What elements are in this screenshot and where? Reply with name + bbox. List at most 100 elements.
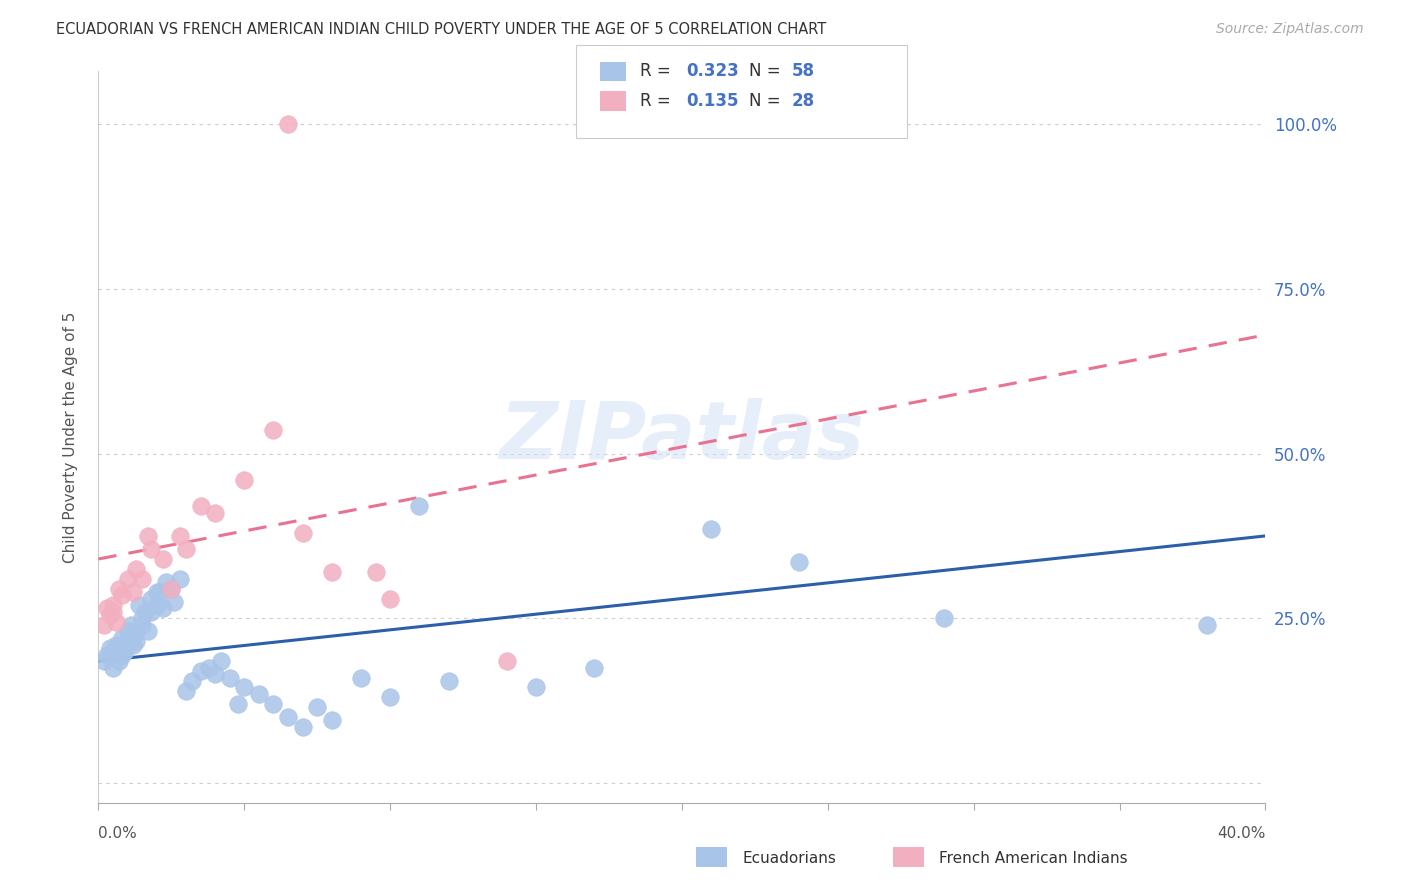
Point bbox=[1195, 618, 1218, 632]
Point bbox=[190, 664, 212, 678]
Point bbox=[131, 611, 153, 625]
Text: N =: N = bbox=[749, 62, 786, 80]
Text: 40.0%: 40.0% bbox=[1218, 826, 1265, 841]
Point bbox=[111, 631, 134, 645]
Point bbox=[125, 634, 148, 648]
Point bbox=[524, 681, 547, 695]
Point bbox=[101, 598, 124, 612]
Point bbox=[152, 552, 174, 566]
Point bbox=[122, 638, 145, 652]
Point bbox=[98, 607, 121, 622]
Point bbox=[93, 618, 115, 632]
Point bbox=[169, 529, 191, 543]
Point bbox=[247, 687, 270, 701]
Text: 0.135: 0.135 bbox=[686, 92, 738, 110]
Point bbox=[174, 683, 197, 698]
Point bbox=[146, 585, 169, 599]
Point bbox=[209, 654, 232, 668]
Point bbox=[321, 565, 343, 579]
Point bbox=[321, 714, 343, 728]
Point bbox=[233, 473, 256, 487]
Point bbox=[98, 640, 121, 655]
Point bbox=[380, 690, 402, 705]
Point bbox=[160, 582, 183, 596]
Point bbox=[108, 582, 131, 596]
Point bbox=[169, 572, 191, 586]
Text: 28: 28 bbox=[792, 92, 814, 110]
Point bbox=[104, 615, 127, 629]
Point bbox=[96, 601, 118, 615]
Point bbox=[125, 624, 148, 639]
Point bbox=[101, 605, 124, 619]
Point bbox=[163, 595, 186, 609]
Point bbox=[190, 500, 212, 514]
Point bbox=[117, 624, 139, 639]
Point bbox=[139, 605, 162, 619]
Point bbox=[204, 667, 226, 681]
Point bbox=[364, 565, 387, 579]
Point bbox=[262, 697, 284, 711]
Point bbox=[104, 638, 127, 652]
Point bbox=[93, 654, 115, 668]
Point bbox=[152, 601, 174, 615]
Y-axis label: Child Poverty Under the Age of 5: Child Poverty Under the Age of 5 bbox=[63, 311, 77, 563]
Text: ECUADORIAN VS FRENCH AMERICAN INDIAN CHILD POVERTY UNDER THE AGE OF 5 CORRELATIO: ECUADORIAN VS FRENCH AMERICAN INDIAN CHI… bbox=[56, 22, 827, 37]
Text: 0.0%: 0.0% bbox=[98, 826, 138, 841]
Point bbox=[122, 585, 145, 599]
Point bbox=[233, 681, 256, 695]
Point bbox=[125, 562, 148, 576]
Text: Ecuadorians: Ecuadorians bbox=[742, 851, 837, 865]
Text: R =: R = bbox=[640, 92, 676, 110]
Point bbox=[174, 542, 197, 557]
Point bbox=[700, 522, 723, 536]
Point bbox=[291, 525, 314, 540]
Point bbox=[291, 720, 314, 734]
Point bbox=[180, 673, 202, 688]
Point bbox=[204, 506, 226, 520]
Point bbox=[149, 585, 172, 599]
Point bbox=[117, 634, 139, 648]
Point bbox=[380, 591, 402, 606]
Point bbox=[228, 697, 250, 711]
Point bbox=[139, 591, 162, 606]
Point bbox=[122, 631, 145, 645]
Point bbox=[934, 611, 956, 625]
Point bbox=[96, 648, 118, 662]
Point bbox=[134, 605, 156, 619]
Text: 0.323: 0.323 bbox=[686, 62, 740, 80]
Point bbox=[408, 500, 430, 514]
Text: 58: 58 bbox=[792, 62, 814, 80]
Point bbox=[101, 661, 124, 675]
Point bbox=[262, 424, 284, 438]
Point bbox=[583, 661, 606, 675]
Point bbox=[307, 700, 329, 714]
Point bbox=[114, 644, 136, 658]
Point bbox=[131, 618, 153, 632]
Point bbox=[277, 117, 299, 131]
Point bbox=[277, 710, 299, 724]
Point bbox=[117, 634, 139, 648]
Point bbox=[136, 529, 159, 543]
Point bbox=[136, 624, 159, 639]
Point bbox=[496, 654, 519, 668]
Point bbox=[160, 582, 183, 596]
Point bbox=[117, 572, 139, 586]
Text: N =: N = bbox=[749, 92, 786, 110]
Point bbox=[108, 654, 131, 668]
Point bbox=[155, 575, 177, 590]
Point bbox=[787, 555, 810, 569]
Point bbox=[218, 671, 240, 685]
Point bbox=[146, 598, 169, 612]
Text: French American Indians: French American Indians bbox=[939, 851, 1128, 865]
Text: R =: R = bbox=[640, 62, 676, 80]
Text: ZIPatlas: ZIPatlas bbox=[499, 398, 865, 476]
Point bbox=[101, 644, 124, 658]
Text: Source: ZipAtlas.com: Source: ZipAtlas.com bbox=[1216, 22, 1364, 37]
Point bbox=[111, 588, 134, 602]
Point bbox=[131, 572, 153, 586]
Point bbox=[198, 661, 221, 675]
Point bbox=[350, 671, 373, 685]
Point bbox=[139, 542, 162, 557]
Point bbox=[120, 618, 142, 632]
Point bbox=[128, 598, 150, 612]
